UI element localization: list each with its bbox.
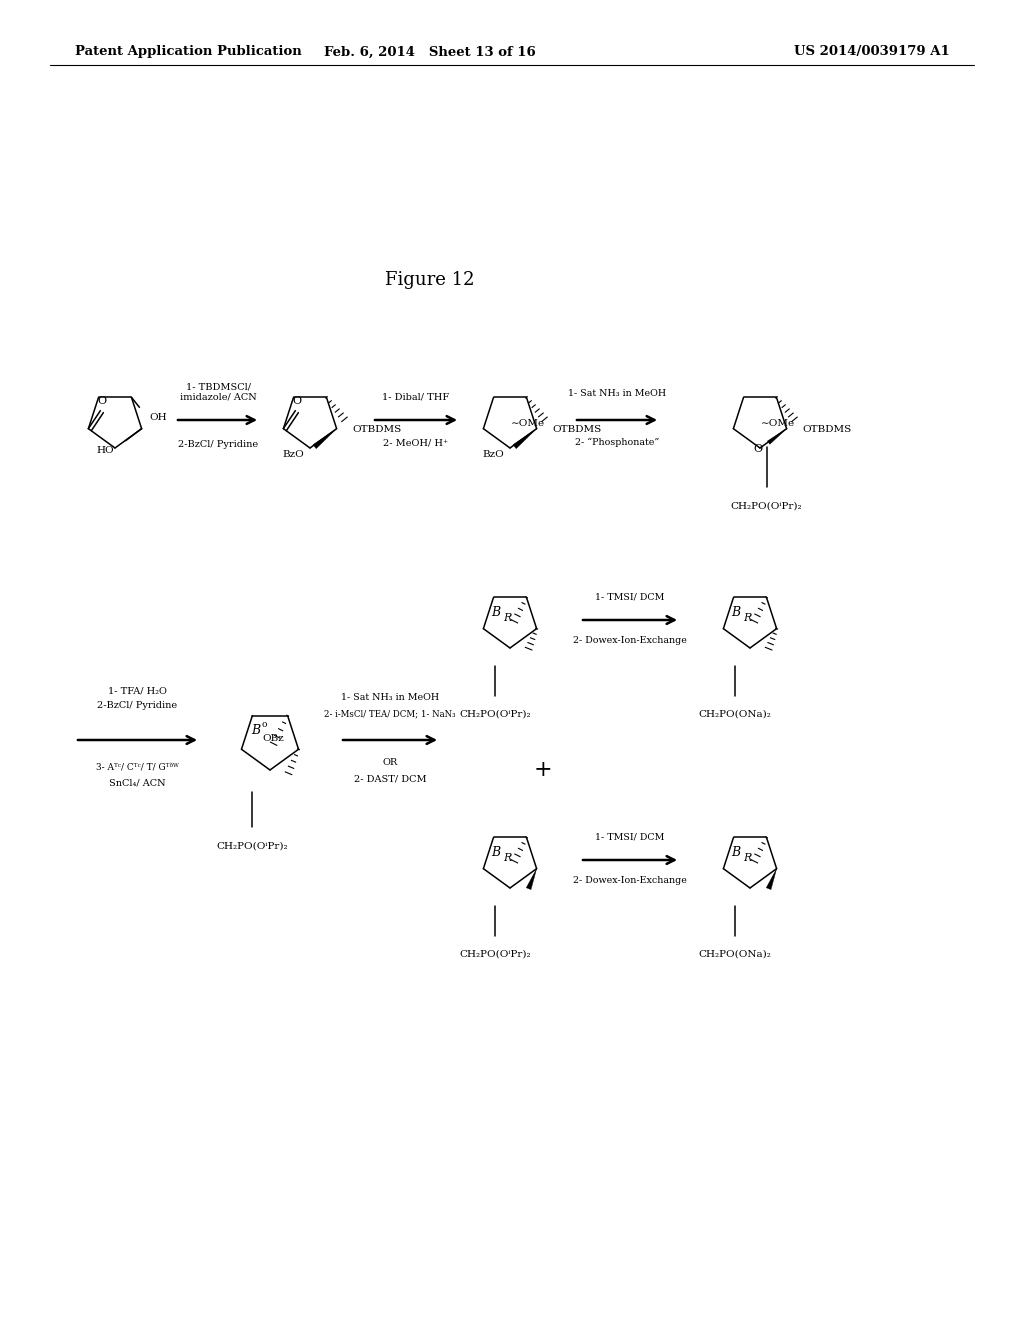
Text: CH₂PO(OⁱPr)₂: CH₂PO(OⁱPr)₂ [459,710,530,719]
Text: OH: OH [150,413,167,422]
Text: B: B [492,846,501,858]
Text: OTBDMS: OTBDMS [553,425,602,434]
Text: 1- TMSI/ DCM: 1- TMSI/ DCM [595,833,665,842]
Text: CH₂PO(ONa)₂: CH₂PO(ONa)₂ [698,710,771,719]
Text: Patent Application Publication: Patent Application Publication [75,45,302,58]
Text: R: R [743,614,752,623]
Polygon shape [767,429,786,445]
Text: ∼OMe: ∼OMe [511,420,546,428]
Text: 3- Aᵀᶜ/ Cᵀᶜ/ T/ Gᵀᶞᵂ: 3- Aᵀᶜ/ Cᵀᶜ/ T/ Gᵀᶞᵂ [95,762,178,771]
Text: +: + [534,759,552,781]
Text: imidazole/ ACN: imidazole/ ACN [179,393,256,403]
Text: B: B [731,846,740,858]
Text: ∼OMe: ∼OMe [762,420,796,428]
Text: BzO: BzO [483,450,505,459]
Text: OBz: OBz [262,734,284,743]
Text: 2-BzCl/ Pyridine: 2-BzCl/ Pyridine [178,440,258,449]
Polygon shape [766,869,776,890]
Text: R: R [504,614,512,623]
Text: B: B [731,606,740,619]
Text: 1- Sat NH₃ in MeOH: 1- Sat NH₃ in MeOH [341,693,439,702]
Text: 2- Dowex-Ion-Exchange: 2- Dowex-Ion-Exchange [573,636,687,645]
Text: 2-BzCl/ Pyridine: 2-BzCl/ Pyridine [97,701,177,710]
Polygon shape [313,429,337,449]
Text: 1- Dibal/ THF: 1- Dibal/ THF [382,393,450,403]
Text: O: O [293,396,302,405]
Text: US 2014/0039179 A1: US 2014/0039179 A1 [795,45,950,58]
Text: B: B [492,606,501,619]
Text: SnCl₄/ ACN: SnCl₄/ ACN [109,777,165,787]
Text: 2- “Phosphonate”: 2- “Phosphonate” [574,438,659,447]
Text: CH₂PO(OⁱPr)₂: CH₂PO(OⁱPr)₂ [731,502,803,511]
Text: OR: OR [382,758,397,767]
Text: 2- Dowex-Ion-Exchange: 2- Dowex-Ion-Exchange [573,876,687,884]
Text: OTBDMS: OTBDMS [803,425,852,434]
Polygon shape [526,869,537,890]
Text: CH₂PO(ONa)₂: CH₂PO(ONa)₂ [698,950,771,960]
Text: O: O [754,444,763,454]
Text: 1- TMSI/ DCM: 1- TMSI/ DCM [595,593,665,602]
Text: Feb. 6, 2014   Sheet 13 of 16: Feb. 6, 2014 Sheet 13 of 16 [325,45,536,58]
Text: BzO: BzO [283,450,304,459]
Polygon shape [513,429,537,449]
Text: o: o [261,721,267,729]
Text: CH₂PO(OⁱPr)₂: CH₂PO(OⁱPr)₂ [459,950,530,960]
Text: 1- TFA/ H₂O: 1- TFA/ H₂O [108,686,167,696]
Text: R: R [743,853,752,863]
Text: OTBDMS: OTBDMS [352,425,401,434]
Text: R: R [504,853,512,863]
Text: 2- DAST/ DCM: 2- DAST/ DCM [353,774,426,783]
Text: 2- i-MsCl/ TEA/ DCM; 1- NaN₃: 2- i-MsCl/ TEA/ DCM; 1- NaN₃ [325,709,456,718]
Text: Figure 12: Figure 12 [385,271,475,289]
Text: B: B [252,725,260,738]
Text: 1- Sat NH₃ in MeOH: 1- Sat NH₃ in MeOH [568,389,666,399]
Text: CH₂PO(OⁱPr)₂: CH₂PO(OⁱPr)₂ [216,842,288,851]
Text: 2- MeOH/ H⁺: 2- MeOH/ H⁺ [383,438,449,447]
Text: HO: HO [96,446,114,455]
Text: 1- TBDMSCl/: 1- TBDMSCl/ [185,383,251,392]
Text: O: O [98,396,106,405]
